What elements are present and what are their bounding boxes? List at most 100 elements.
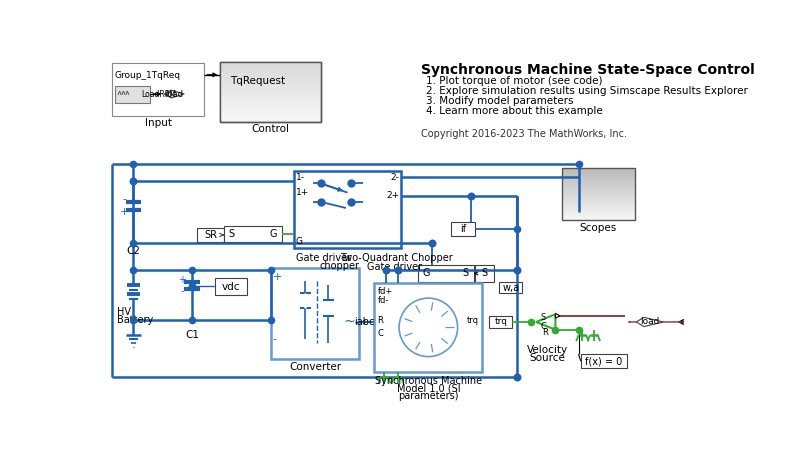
Bar	[221, 119, 320, 120]
Bar	[221, 87, 320, 88]
Bar	[221, 85, 320, 86]
Bar	[221, 75, 320, 76]
Bar	[561, 170, 634, 171]
Bar	[561, 214, 634, 215]
Text: 2. Explore simulation results using Simscape Results Explorer: 2. Explore simulation results using Sims…	[426, 86, 748, 95]
Text: iabc: iabc	[354, 317, 374, 327]
Bar	[561, 179, 634, 180]
Bar	[221, 69, 320, 70]
Bar	[221, 68, 320, 69]
Text: +: +	[178, 274, 186, 284]
Text: Synchronous Machine State-Space Control: Synchronous Machine State-Space Control	[420, 63, 754, 77]
Text: parameters): parameters)	[398, 391, 458, 401]
Bar	[561, 205, 634, 206]
Text: C: C	[377, 329, 383, 338]
Bar	[561, 191, 634, 192]
Bar	[561, 215, 634, 216]
Bar	[561, 194, 634, 195]
Text: S: S	[462, 269, 469, 279]
Text: 1+: 1+	[296, 188, 309, 197]
Text: SR: SR	[204, 230, 217, 240]
Bar	[221, 99, 320, 100]
Text: Copyright 2016-2023 The MathWorks, Inc.: Copyright 2016-2023 The MathWorks, Inc.	[420, 130, 626, 140]
Bar	[561, 209, 634, 210]
Text: f(x) = 0: f(x) = 0	[585, 356, 623, 366]
Bar	[580, 354, 627, 368]
Bar	[197, 228, 224, 242]
Bar	[561, 210, 634, 211]
Bar	[561, 184, 634, 185]
Text: Two-Quadrant Chopper: Two-Quadrant Chopper	[340, 252, 453, 263]
Bar	[221, 94, 320, 95]
Bar	[561, 181, 634, 182]
Bar	[221, 114, 320, 115]
Bar	[221, 113, 320, 114]
Bar	[221, 71, 320, 72]
Text: Source: Source	[530, 353, 565, 363]
Bar	[221, 117, 320, 118]
Bar	[221, 98, 320, 99]
Text: S: S	[541, 313, 546, 322]
Text: trq: trq	[467, 316, 479, 325]
Text: Velocity: Velocity	[527, 345, 569, 355]
Bar	[561, 172, 634, 173]
Text: trq: trq	[494, 317, 508, 326]
Bar	[221, 80, 320, 81]
Bar	[221, 116, 320, 117]
Bar	[221, 93, 320, 94]
Text: -: -	[273, 334, 277, 344]
Bar	[561, 207, 634, 208]
Text: Battery: Battery	[117, 315, 153, 324]
Bar	[561, 187, 634, 188]
Bar	[221, 64, 320, 65]
Bar	[561, 218, 634, 219]
Bar	[221, 108, 320, 109]
Polygon shape	[555, 314, 560, 318]
Bar	[475, 265, 494, 282]
Bar	[561, 195, 634, 196]
Bar	[221, 74, 320, 75]
Bar	[270, 268, 359, 359]
Text: 3. Modify model parameters: 3. Modify model parameters	[426, 95, 573, 106]
Bar	[221, 78, 320, 79]
Bar	[221, 115, 320, 116]
Bar	[221, 102, 320, 103]
Text: R: R	[542, 328, 548, 337]
Bar	[221, 109, 320, 110]
Text: if: if	[460, 224, 466, 234]
Bar	[221, 67, 320, 68]
Bar	[221, 73, 320, 74]
Bar	[221, 118, 320, 119]
Bar	[561, 190, 634, 191]
Text: Gate driver: Gate driver	[366, 262, 422, 272]
Bar	[221, 104, 320, 105]
Text: 4. Learn more about this example: 4. Learn more about this example	[426, 106, 603, 116]
Text: ~: ~	[343, 315, 355, 329]
Polygon shape	[636, 317, 663, 327]
Bar	[561, 171, 634, 172]
Bar	[293, 171, 401, 248]
Bar	[561, 219, 634, 220]
Bar	[221, 77, 320, 78]
Text: TqRequest: TqRequest	[231, 76, 285, 86]
Text: chopper: chopper	[320, 261, 360, 271]
Polygon shape	[164, 90, 184, 98]
Bar	[451, 222, 474, 236]
Bar	[221, 88, 320, 89]
Text: Converter: Converter	[289, 362, 341, 372]
Bar	[221, 76, 320, 77]
Bar	[221, 83, 320, 84]
Text: G: G	[422, 269, 430, 279]
Bar	[221, 103, 320, 104]
Text: load: load	[641, 317, 660, 326]
Text: vdc: vdc	[222, 282, 240, 292]
Bar	[220, 62, 320, 122]
Bar	[221, 112, 320, 113]
Text: C: C	[541, 322, 546, 331]
Text: load: load	[165, 90, 183, 99]
Bar	[221, 111, 320, 112]
Bar	[561, 183, 634, 184]
Bar	[561, 217, 634, 218]
Bar	[561, 185, 634, 186]
Bar	[419, 265, 473, 282]
